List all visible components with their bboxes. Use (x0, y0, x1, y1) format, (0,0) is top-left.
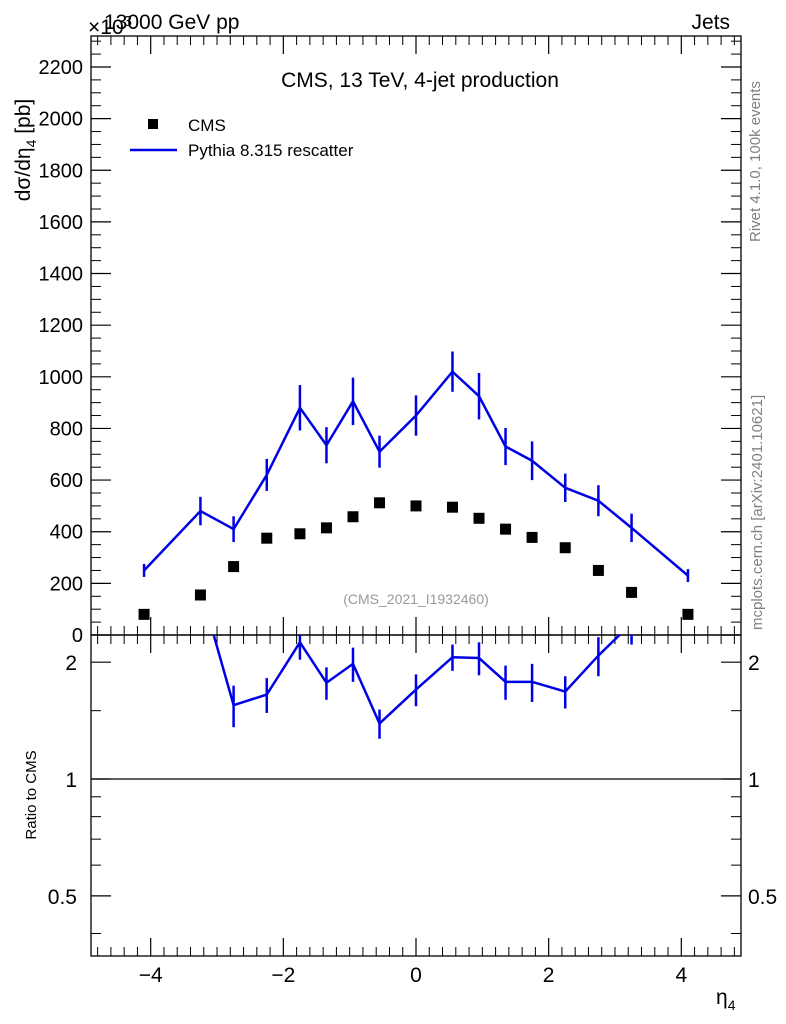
exponent-prefix: ×10 (88, 16, 124, 39)
ratio-line (212, 635, 622, 726)
main-series-group (138, 351, 694, 620)
cms-point (559, 542, 571, 554)
x-tick-label: 4 (675, 964, 687, 987)
cms-point (446, 501, 458, 513)
y-tick-label: 1000 (39, 367, 84, 389)
legend: CMS Pythia 8.315 rescatter (130, 116, 354, 160)
header-right: Jets (691, 11, 730, 34)
analysis-label: (CMS_2021_I1932460) (343, 591, 489, 607)
cms-point (261, 532, 273, 544)
rivet-label: Rivet 4.1.0, 100k events (747, 81, 764, 242)
cms-point (682, 608, 694, 620)
exponent-label: ×103 (88, 13, 132, 39)
cms-point (500, 523, 512, 535)
x-tick-label: 2 (543, 964, 555, 987)
cms-point (592, 564, 604, 576)
exponent-power: 3 (124, 13, 132, 30)
y-tick-label: 800 (50, 418, 83, 440)
legend-mc-label: Pythia 8.315 rescatter (188, 141, 354, 160)
cms-point (320, 522, 332, 534)
x-tick-label: 0 (410, 964, 422, 987)
header-left: 13000 GeV pp (104, 11, 239, 34)
main-axes: 0 200 400 600 800 1000 1200 1400 1600 1800 2000 220… (39, 35, 742, 647)
ratio-tick-label-right: 0.5 (748, 886, 777, 909)
y-tick-label: 200 (50, 573, 83, 595)
legend-cms-marker (148, 119, 158, 129)
ratio-tick-label-right: 1 (748, 769, 760, 792)
cms-point (294, 528, 306, 540)
cms-point (473, 512, 485, 524)
cms-point (526, 531, 538, 543)
y-tick-label: 400 (50, 522, 83, 544)
cms-point (194, 589, 206, 601)
cms-point (138, 608, 150, 620)
y-tick-label: 2000 (39, 109, 84, 131)
cms-point (228, 561, 240, 573)
mc-line (143, 369, 689, 577)
ratio-tick-label: 2 (65, 652, 77, 675)
x-tick-label: −4 (139, 964, 163, 987)
y-axis-title-unit: [pb] (12, 99, 35, 140)
x-axis-title-main: η (716, 986, 728, 1009)
ratio-tick-label: 1 (65, 769, 77, 792)
x-tick-label: −2 (271, 964, 295, 987)
mcplots-label: mcplots.cern.ch [arXiv:2401.10621] (749, 395, 766, 630)
ratio-axes: −4 −2 0 2 4 0.5 0.5 1 1 2 2 (48, 634, 777, 987)
chart-marks (138, 351, 694, 739)
y-axis-title-main: dσ/dη (12, 147, 35, 201)
ratio-tick-label: 0.5 (48, 886, 77, 909)
cms-point (626, 586, 638, 598)
y-axis-title-sub: 4 (23, 139, 39, 147)
y-tick-label: 0 (72, 625, 83, 647)
y-tick-label: 600 (50, 470, 83, 492)
ratio-series-group (212, 635, 633, 739)
legend-cms-label: CMS (188, 116, 226, 135)
y-tick-label: 1600 (39, 212, 84, 234)
cms-point (374, 497, 386, 509)
chart-title: CMS, 13 TeV, 4-jet production (281, 69, 559, 92)
y-axis-title: dσ/dη4 [pb] (12, 99, 39, 202)
cms-point (410, 500, 422, 512)
y-tick-label: 2200 (39, 57, 84, 79)
cms-point (347, 511, 359, 523)
ratio-tick-label-right: 2 (748, 652, 760, 675)
y-tick-label: 1200 (39, 315, 84, 337)
y-tick-label: 1800 (39, 160, 84, 182)
y-tick-label: 1400 (39, 264, 84, 286)
ratio-axis-title: Ratio to CMS (23, 750, 40, 839)
x-axis-title-sub: 4 (728, 997, 736, 1013)
x-axis-title: η4 (716, 986, 736, 1013)
